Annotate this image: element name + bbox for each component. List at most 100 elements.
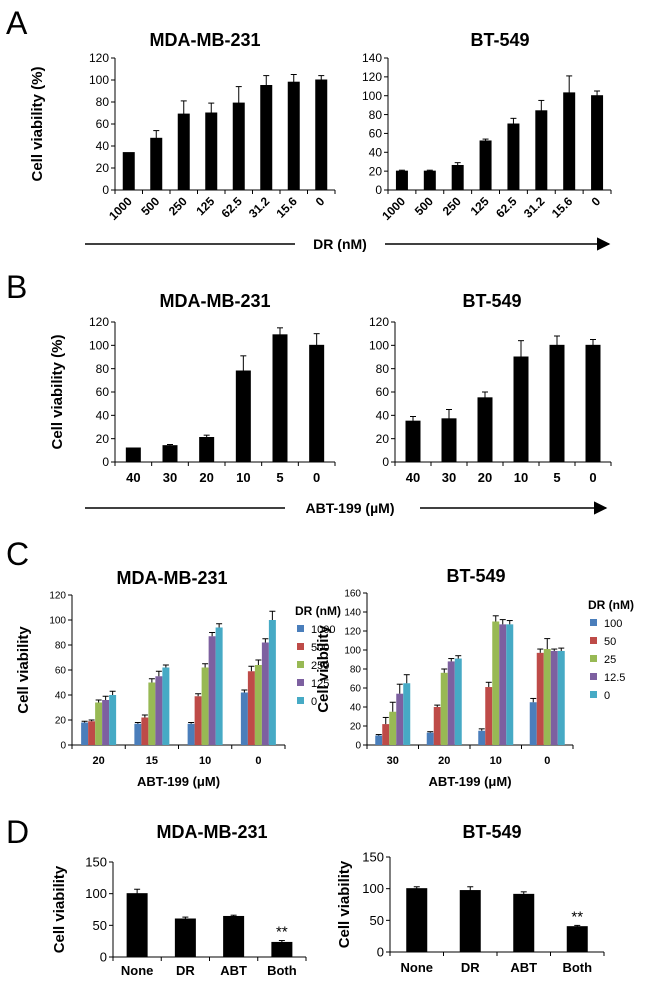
- legend-swatch: [297, 661, 304, 668]
- y-tick-label: 120: [89, 51, 109, 65]
- category-label: 250: [440, 194, 464, 218]
- bar-25-30: [389, 711, 397, 745]
- chart-a-mda-mb-231: MDA-MB-231 Cell viability (%) 0 20 40 60 80 100…: [29, 30, 336, 223]
- y-axis-label: Cell viability (%): [49, 334, 66, 449]
- category-label: 30: [387, 755, 399, 767]
- category-label: 62.5: [218, 194, 245, 221]
- chart-title: BT-549: [446, 566, 505, 586]
- category-label: 5: [276, 470, 283, 485]
- bar-62.5: [507, 123, 520, 191]
- bar-250: [451, 164, 464, 191]
- bar-15.6: [563, 92, 576, 191]
- legend-swatch: [590, 691, 597, 698]
- significance-marker: **: [571, 908, 583, 925]
- bar-1000-10: [187, 723, 195, 745]
- y-tick-label: 60: [369, 127, 383, 141]
- chart-d-bt-549: BT-549 Cell viability 0 50 100 150 None DR ABT **…: [336, 822, 605, 975]
- legend-label: 125: [311, 678, 329, 690]
- legend-label: 250: [311, 660, 329, 672]
- bar-125-20: [102, 700, 110, 745]
- category-label: 15.6: [273, 194, 300, 221]
- bar-12.5-10: [499, 624, 507, 745]
- bar-1000: [395, 170, 408, 191]
- category-label: None: [121, 963, 154, 978]
- bar-0: [315, 79, 328, 191]
- y-tick-label: 40: [55, 691, 67, 702]
- category-label: 10: [199, 755, 211, 767]
- bar-Both: [566, 926, 588, 953]
- category-label: 10: [236, 470, 250, 485]
- category-label: 0: [589, 470, 596, 485]
- y-tick-label: 0: [355, 741, 361, 752]
- y-tick-label: 80: [350, 665, 362, 676]
- y-tick-label: 100: [89, 73, 109, 87]
- bar-250-15: [148, 682, 156, 745]
- category-label: Both: [562, 960, 592, 975]
- y-tick-label: 60: [350, 684, 362, 695]
- category-label: 0: [255, 755, 261, 767]
- y-tick-label: 100: [362, 89, 382, 103]
- bar-0-20: [109, 695, 117, 745]
- category-label: 0: [544, 755, 550, 767]
- y-tick-label: 0: [375, 183, 382, 197]
- category-label: 500: [138, 194, 162, 218]
- bar-10: [235, 370, 251, 463]
- legend-label: 50: [604, 636, 616, 648]
- y-tick-label: 20: [96, 432, 110, 446]
- legend-swatch: [297, 697, 304, 704]
- y-tick-label: 50: [93, 918, 107, 933]
- legend-label: 0: [311, 696, 317, 708]
- bar-20: [199, 437, 215, 463]
- y-tick-label: 20: [96, 161, 110, 175]
- bar-250-0: [254, 665, 262, 745]
- y-tick-label: 40: [96, 409, 110, 423]
- category-label: 0: [313, 194, 328, 209]
- bar-0-10: [215, 627, 223, 745]
- bar-30: [441, 418, 457, 463]
- category-label: 10: [514, 470, 528, 485]
- category-label: 20: [199, 470, 213, 485]
- y-tick-label: 120: [369, 315, 389, 329]
- bar-0: [585, 344, 601, 463]
- legend-swatch: [590, 673, 597, 680]
- bar-15.6: [287, 81, 300, 191]
- legend-swatch: [297, 625, 304, 632]
- category-label: DR: [461, 960, 480, 975]
- bar-50-30: [382, 724, 390, 745]
- bar-DR: [174, 918, 196, 958]
- chart-d-mda-mb-231: MDA-MB-231 Cell viability 0 50 100 150 None DR A…: [51, 822, 307, 978]
- bar-125-15: [155, 676, 163, 745]
- bar-500: [150, 137, 163, 191]
- y-tick-label: 100: [89, 339, 109, 353]
- legend-label: 0: [604, 690, 610, 702]
- legend-title: DR (nM): [295, 604, 341, 618]
- panel-label-b: B: [6, 269, 27, 305]
- y-tick-label: 160: [344, 589, 361, 600]
- bar-1000-15: [134, 723, 142, 745]
- y-tick-label: 40: [369, 145, 383, 159]
- chart-title: BT-549: [470, 30, 529, 50]
- category-label: 5: [553, 470, 560, 485]
- category-label: 20: [93, 755, 105, 767]
- panel-label-d: D: [6, 814, 29, 850]
- bar-125: [205, 112, 218, 191]
- y-tick-label: 100: [85, 886, 107, 901]
- bar-50-20: [433, 707, 441, 745]
- bar-Both: [271, 941, 293, 958]
- bar-31.2: [535, 110, 548, 191]
- y-tick-label: 120: [89, 315, 109, 329]
- category-label: 1000: [106, 194, 135, 223]
- bar-250-10: [201, 667, 209, 745]
- bar-1000: [122, 152, 135, 191]
- chart-title: BT-549: [462, 291, 521, 311]
- bar-0-0: [268, 620, 276, 745]
- bar-25-20: [440, 672, 448, 745]
- y-tick-label: 150: [362, 850, 384, 865]
- legend-swatch: [297, 679, 304, 686]
- bar-1000-20: [81, 722, 89, 745]
- arrow-a-label: DR (nM): [313, 236, 367, 252]
- bar-0-15: [162, 667, 170, 745]
